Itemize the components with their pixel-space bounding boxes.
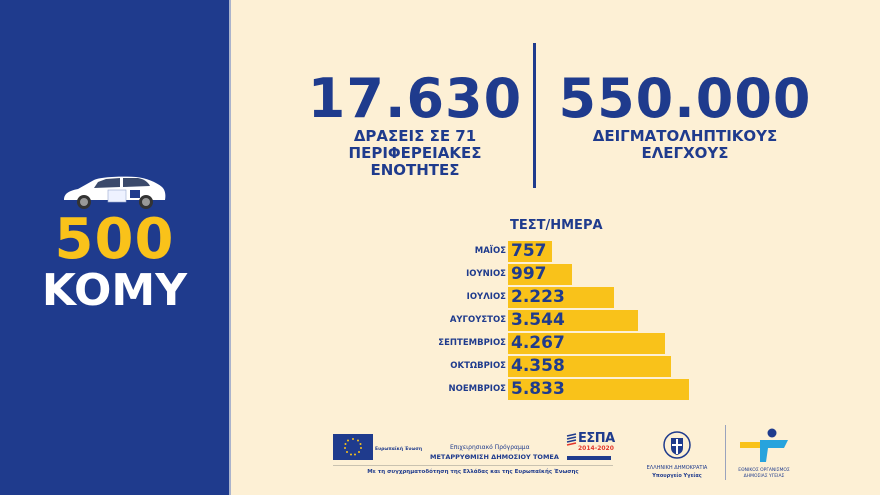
eu-label: Ευρωπαϊκή Ένωση — [375, 447, 423, 452]
bar-label: ΝΟΕΜΒΡΙΟΣ — [448, 384, 506, 394]
stat-divider — [533, 43, 536, 188]
program-title: ΜΕΤΑΡΡΥΘΜΙΣΗ ΔΗΜΟΣΙΟΥ ΤΟΜΕΑ — [430, 453, 559, 461]
bar-value: 2.223 — [511, 287, 565, 307]
bar-value: 757 — [511, 241, 547, 261]
cofund-text: Με τη συγχρηματοδότηση της Ελλάδας και τ… — [367, 469, 579, 475]
gov-label: ΕΛΛΗΝΙΚΗ ΔΗΜΟΚΡΑΤΙΑ — [646, 465, 708, 471]
bar-value: 4.267 — [511, 333, 565, 353]
footer-divider — [333, 465, 613, 466]
bar — [508, 264, 572, 285]
stat-tests: 550.000 ΔΕΙΓΜΑΤΟΛΗΠΤΙΚΟΥΣ ΕΛΕΓΧΟΥΣ — [540, 70, 830, 162]
program-subtitle: Επιχειρησιακό Πρόγραμμα — [450, 444, 530, 451]
eody-logo-icon — [740, 428, 788, 462]
bar — [508, 379, 689, 400]
komy-count: 500 — [54, 207, 175, 272]
bar-row: ΑΥΓΟΥΣΤΟΣ 3.544 — [420, 310, 720, 331]
bar-row: ΜΑΪΟΣ 757 — [420, 241, 720, 262]
left-panel: 500 KOMY — [0, 0, 229, 495]
eu-flag-icon — [333, 434, 373, 460]
stat-tests-line2: ΕΛΕΓΧΟΥΣ — [641, 144, 729, 162]
bar — [508, 310, 638, 331]
espa-logo-icon — [566, 433, 577, 446]
bar — [508, 356, 671, 377]
bar-row: ΙΟΥΝΙΟΣ 997 — [420, 264, 720, 285]
stat-tests-number: 550.000 — [558, 67, 812, 130]
eody-label-2: ΔΗΜΟΣΙΑΣ ΥΓΕΙΑΣ — [743, 474, 785, 479]
eody-label-1: ΕΘΝΙΚΟΣ ΟΡΓΑΝΙΣΜΟΣ — [738, 468, 790, 473]
bar-row: ΟΚΤΩΒΡΙΟΣ 4.358 — [420, 356, 720, 377]
bar-label: ΑΥΓΟΥΣΤΟΣ — [449, 315, 506, 325]
bar-label: ΣΕΠΤΕΜΒΡΙΟΣ — [438, 338, 506, 348]
bar-label: ΜΑΪΟΣ — [474, 246, 506, 256]
stat-tests-line1: ΔΕΙΓΜΑΤΟΛΗΠΤΙΚΟΥΣ — [592, 127, 778, 145]
komy-label: KOMY — [41, 265, 188, 316]
bar — [508, 333, 665, 354]
bar-value: 997 — [511, 264, 547, 284]
bar — [508, 241, 552, 262]
bar-label: ΙΟΥΝΙΟΣ — [466, 269, 506, 279]
stat-actions-line1: ΔΡΑΣΕΙΣ ΣΕ 71 — [353, 127, 477, 145]
espa-years: 2014-2020 — [578, 445, 614, 452]
bar-label: ΙΟΥΛΙΟΣ — [466, 292, 506, 302]
greek-crest-icon — [663, 431, 691, 459]
panel-edge — [229, 0, 231, 495]
stat-actions-line2: ΠΕΡΙΦΕΡΕΙΑΚΕΣ — [348, 144, 482, 162]
ministry-label: Υπουργείο Υγείας — [652, 473, 702, 479]
bar-value: 5.833 — [511, 379, 565, 399]
stat-actions-line3: ΕΝΟΤΗΤΕΣ — [370, 161, 460, 179]
espa-stripe — [567, 456, 611, 460]
bar-value: 4.358 — [511, 356, 565, 376]
chart-title: ΤΕΣΤ/ΗΜΕΡΑ — [510, 218, 603, 233]
footer-vertical-divider — [725, 425, 726, 480]
bar-row: ΣΕΠΤΕΜΒΡΙΟΣ 4.267 — [420, 333, 720, 354]
bar — [508, 287, 614, 308]
bar-value: 3.544 — [511, 310, 565, 330]
espa-title: ΕΣΠΑ — [578, 431, 615, 446]
bar-row: ΝΟΕΜΒΡΙΟΣ 5.833 — [420, 379, 720, 400]
bar-label: ΟΚΤΩΒΡΙΟΣ — [450, 361, 506, 371]
car-icon — [64, 176, 166, 209]
stat-actions: 17.630 ΔΡΑΣΕΙΣ ΣΕ 71 ΠΕΡΙΦΕΡΕΙΑΚΕΣ ΕΝΟΤΗ… — [300, 70, 530, 179]
stat-actions-number: 17.630 — [307, 67, 523, 130]
bar-row: ΙΟΥΛΙΟΣ 2.223 — [420, 287, 720, 308]
